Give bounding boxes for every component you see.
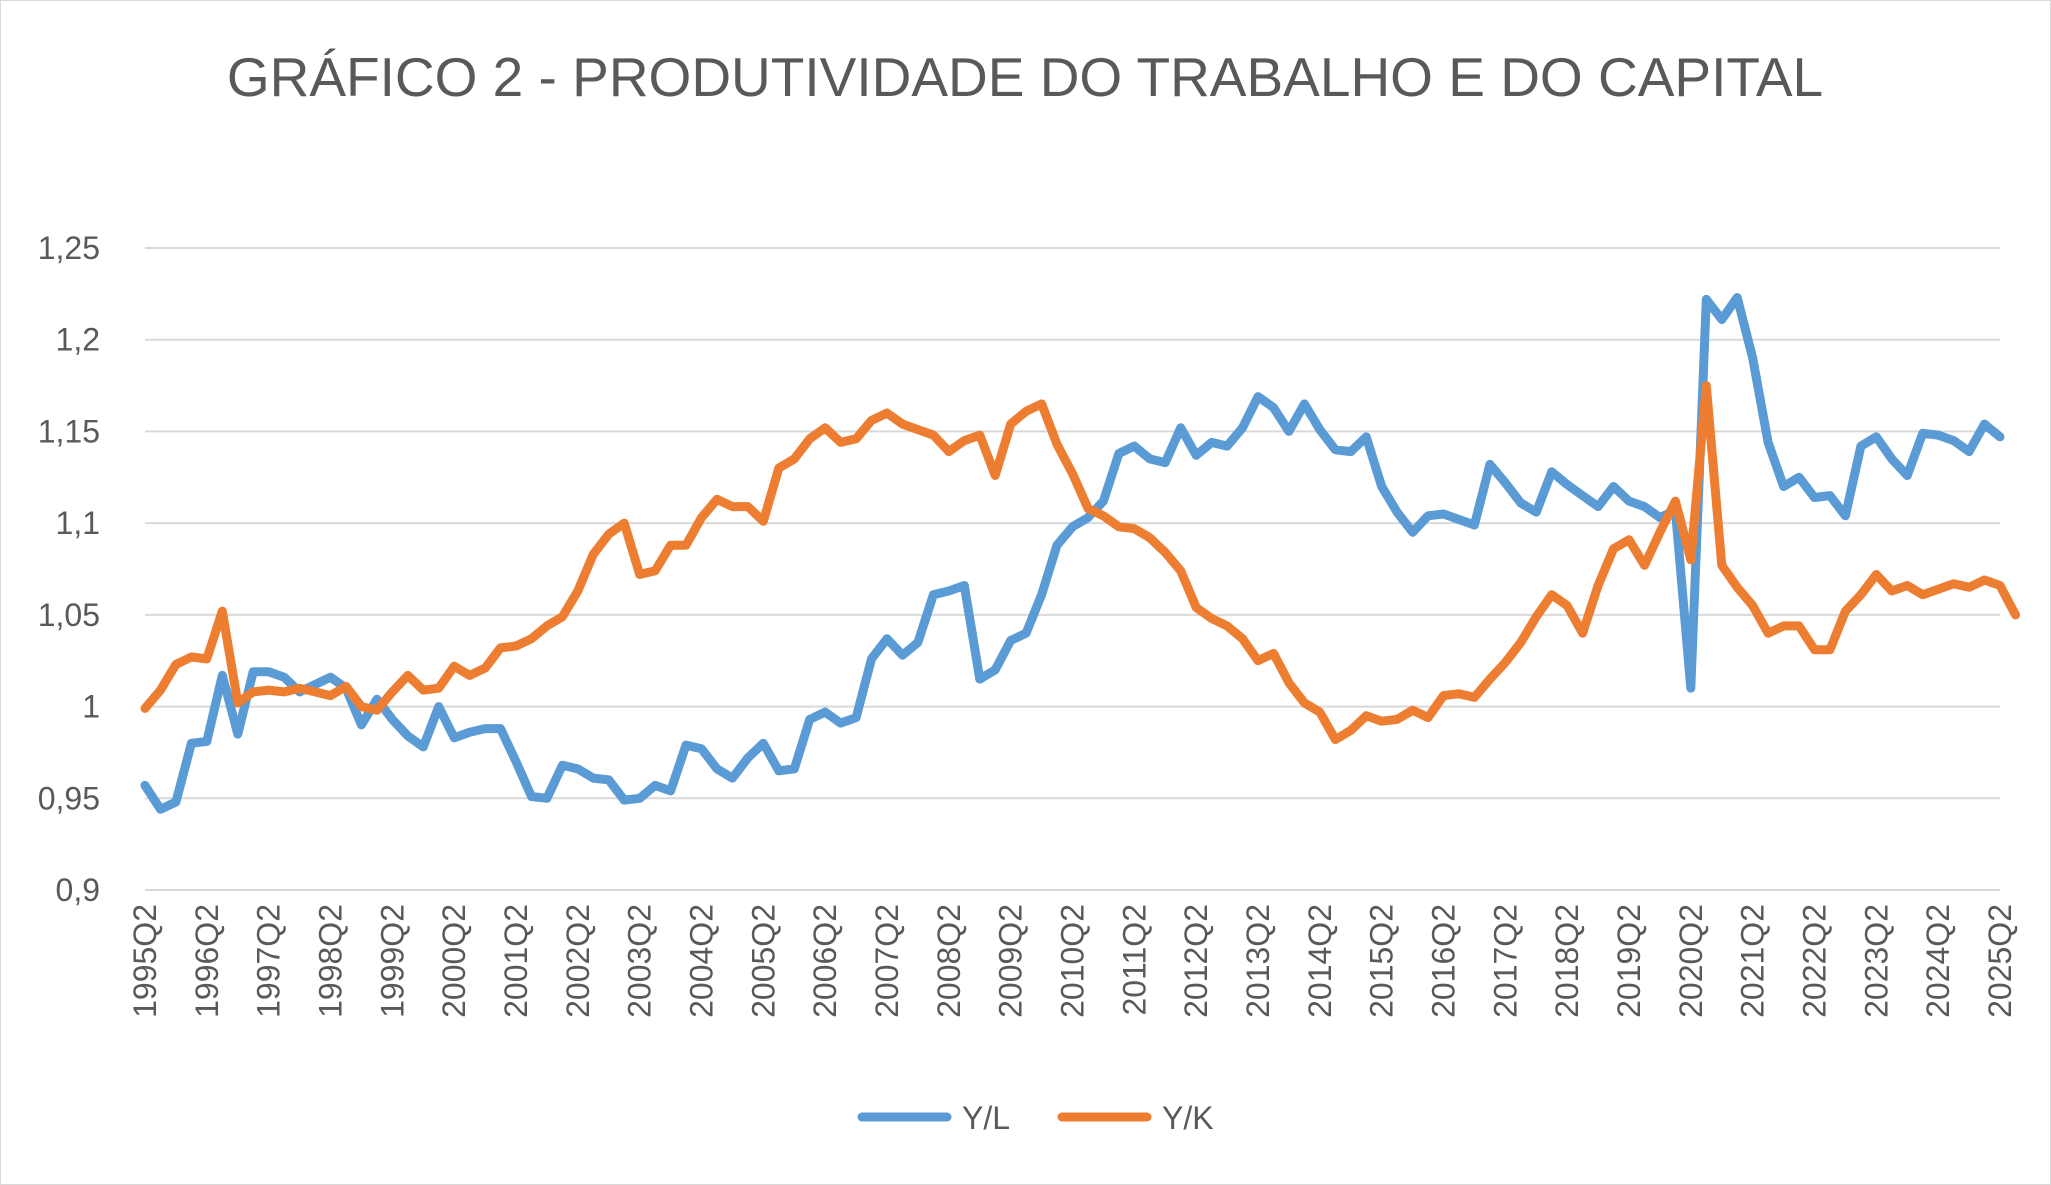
x-tick-label: 2009Q2 (993, 904, 1029, 1018)
x-tick-label: 2016Q2 (1426, 904, 1462, 1018)
x-tick-label: 2011Q2 (1116, 904, 1152, 1016)
x-tick-label: 2023Q2 (1858, 904, 1894, 1018)
y-tick-label: 0,95 (38, 780, 100, 816)
x-tick-label: 2002Q2 (560, 904, 596, 1018)
y-axis-tick-labels: 0,9 0,95 1 1,05 1,1 1,15 1,2 1,25 (38, 230, 100, 908)
x-tick-label: 1999Q2 (374, 904, 410, 1018)
x-tick-label: 2005Q2 (745, 904, 781, 1018)
legend-label: Y/L (962, 1100, 1010, 1136)
x-tick-label: 2012Q2 (1178, 904, 1214, 1018)
x-tick-label: 2014Q2 (1302, 904, 1338, 1018)
y-tick-label: 1,25 (38, 230, 100, 266)
y-tick-label: 1,1 (56, 505, 100, 541)
legend: Y/L Y/K (857, 1100, 1214, 1136)
x-axis-tick-labels: 1995Q2 1996Q2 1997Q2 1998Q2 1999Q2 2000Q2 2001… (127, 904, 2018, 1018)
x-tick-label: 2019Q2 (1611, 904, 1647, 1018)
x-tick-label: 2013Q2 (1240, 904, 1276, 1018)
x-tick-label: 2018Q2 (1549, 904, 1585, 1018)
chart-title: GRÁFICO 2 - PRODUTIVIDADE DO TRABALHO E … (227, 46, 1823, 108)
y-tick-label: 0,9 (56, 872, 100, 908)
x-tick-label: 2001Q2 (498, 904, 534, 1018)
x-tick-label: 1997Q2 (251, 904, 287, 1018)
x-tick-label: 2025Q2 (1982, 904, 2018, 1018)
legend-label: Y/K (1162, 1100, 1214, 1136)
series-line-0 (140, 293, 2005, 814)
y-tick-label: 1,15 (38, 413, 100, 449)
y-tick-label: 1,05 (38, 597, 100, 633)
series-line-1 (140, 381, 2020, 745)
x-tick-label: 2021Q2 (1735, 904, 1771, 1018)
x-tick-label: 1998Q2 (313, 904, 349, 1018)
x-tick-label: 1995Q2 (127, 904, 163, 1018)
x-tick-label: 2007Q2 (869, 904, 905, 1018)
x-tick-label: 2006Q2 (807, 904, 843, 1018)
x-tick-label: 2017Q2 (1487, 904, 1523, 1018)
x-tick-label: 2024Q2 (1920, 904, 1956, 1018)
x-tick-label: 2008Q2 (931, 904, 967, 1018)
x-tick-label: 2004Q2 (684, 904, 720, 1018)
y-tick-label: 1,2 (56, 322, 100, 358)
x-tick-label: 2020Q2 (1673, 904, 1709, 1018)
x-tick-label: 2015Q2 (1364, 904, 1400, 1018)
x-tick-label: 2000Q2 (436, 904, 472, 1018)
x-tick-label: 2003Q2 (622, 904, 658, 1018)
x-tick-label: 2010Q2 (1055, 904, 1091, 1018)
x-tick-label: 2022Q2 (1797, 904, 1833, 1018)
series-lines (140, 293, 2020, 814)
x-tick-label: 1996Q2 (189, 904, 225, 1018)
y-tick-label: 1 (82, 689, 100, 725)
